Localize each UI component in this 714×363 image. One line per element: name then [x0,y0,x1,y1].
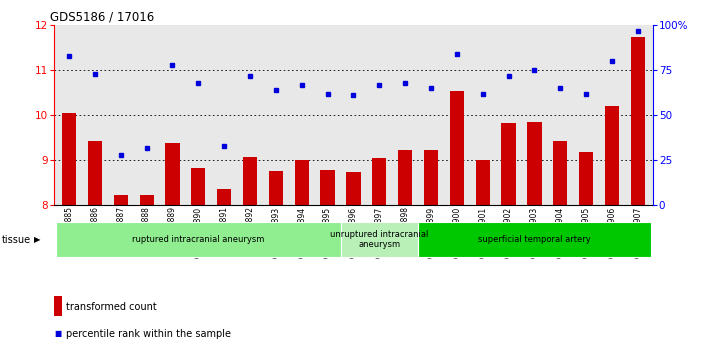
Bar [372,158,386,205]
Bar [605,106,619,205]
Text: ruptured intracranial aneurysm: ruptured intracranial aneurysm [132,235,264,244]
Bar [62,113,76,205]
Text: transformed count: transformed count [66,302,156,312]
Text: superficial temporal artery: superficial temporal artery [478,235,590,244]
Text: ■: ■ [54,330,61,338]
Bar [424,150,438,205]
Bar [268,171,283,205]
Bar [56,222,341,257]
Bar [243,156,257,205]
Text: percentile rank within the sample: percentile rank within the sample [66,329,231,339]
Bar [398,150,412,205]
Bar [476,160,490,205]
Text: ▶: ▶ [34,235,41,244]
Bar [295,160,309,205]
Bar [527,122,541,205]
Bar [139,195,154,205]
Bar [579,152,593,205]
Bar [341,222,418,257]
Bar [321,170,335,205]
Bar [166,143,180,205]
Bar [217,189,231,205]
Text: tissue: tissue [1,234,31,245]
Text: unruptured intracranial
aneurysm: unruptured intracranial aneurysm [330,230,428,249]
Bar [450,90,464,205]
Bar [553,141,568,205]
Bar [346,172,361,205]
Text: GDS5186 / 17016: GDS5186 / 17016 [50,11,154,24]
Bar [501,123,516,205]
Bar [418,222,650,257]
Bar [114,195,128,205]
Bar [88,141,102,205]
Bar [191,168,206,205]
Bar [630,37,645,205]
